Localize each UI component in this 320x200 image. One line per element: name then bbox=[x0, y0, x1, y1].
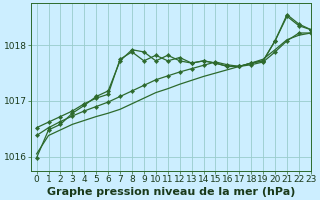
X-axis label: Graphe pression niveau de la mer (hPa): Graphe pression niveau de la mer (hPa) bbox=[46, 187, 295, 197]
